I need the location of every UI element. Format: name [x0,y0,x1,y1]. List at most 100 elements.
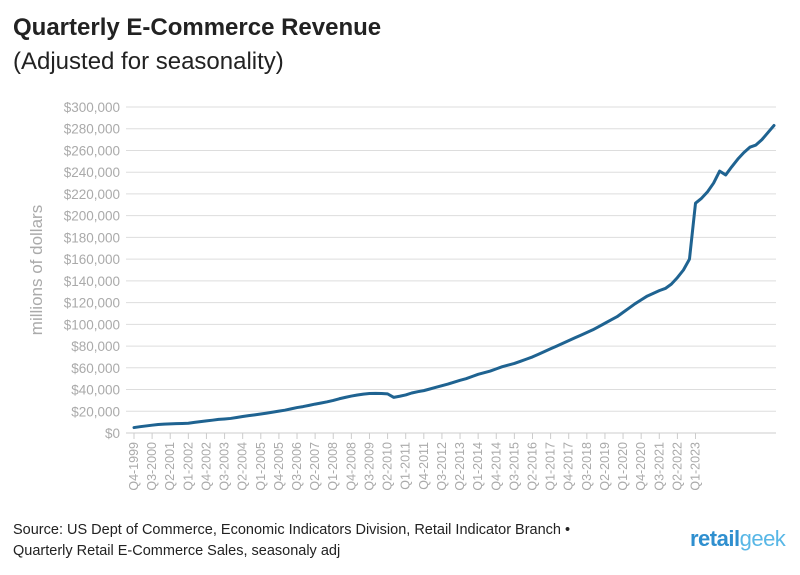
x-tick-label: Q1-2005 [254,442,268,491]
y-tick-label: $80,000 [71,339,120,354]
y-tick-label: $240,000 [64,165,120,180]
data-point [193,421,196,424]
data-point [266,412,268,414]
data-point [658,289,661,292]
data-point [767,131,769,134]
data-point [241,415,244,418]
data-point [561,342,564,345]
x-tick-label: Q4-2011 [417,442,431,490]
data-point [755,144,757,146]
data-point [495,368,498,370]
data-point [350,395,353,397]
data-point [187,422,190,425]
data-point [700,197,703,200]
data-point [519,360,522,363]
data-point [453,381,455,383]
x-tick-label: Q3-2015 [507,442,521,491]
data-point [374,392,377,395]
x-tick-label: Q3-2003 [218,442,232,491]
x-tick-label: Q2-2010 [381,442,395,491]
data-point [211,419,214,421]
data-point [736,158,739,160]
data-point [308,404,310,407]
x-tick-label: Q1-2011 [399,442,413,490]
source-note: Source: US Dept of Commerce, Economic In… [13,520,653,562]
data-point [688,258,691,260]
data-point [483,371,485,374]
x-tick-label: Q4-2014 [489,442,503,491]
retailgeek-logo[interactable]: retailgeek [690,526,786,552]
source-line-2: Quarterly Retail E-Commerce Sales, seaso… [13,543,341,559]
y-tick-label: $60,000 [71,361,120,376]
x-tick-label: Q1-2020 [616,442,630,491]
data-point [169,423,172,425]
data-point [410,392,413,394]
x-tick-label: Q3-2006 [290,442,304,491]
data-point [447,383,449,385]
data-point [465,377,467,380]
data-point [610,319,612,321]
data-point [682,269,685,271]
data-point [181,422,184,425]
x-tick-label: Q1-2002 [181,442,195,491]
data-point [151,424,153,426]
logo-text-retail: retail [690,526,740,551]
data-point [718,170,721,172]
x-axis-ticks: Q4-1999 Q3-2000 Q2-2001 Q1-2002 Q4-2002 Q3-20… [126,432,776,491]
data-point [199,420,202,423]
data-point [743,151,745,154]
gridlines [126,106,776,434]
data-point [368,392,371,395]
data-point [139,425,141,428]
data-point [175,422,178,425]
data-point [592,328,594,331]
data-point [622,311,624,314]
y-axis-ticks: $0 $20,000 $40,000 $60,000 $80,000 $100,000 $1… [64,100,120,441]
data-point [640,299,642,301]
data-point [423,389,425,392]
data-point [290,408,292,410]
data-point [489,370,492,372]
data-point [362,393,365,395]
data-point [145,425,147,427]
data-point [477,373,479,376]
data-point [749,146,751,149]
series-layer [132,123,776,430]
data-point [694,202,697,204]
data-point [356,394,359,396]
y-tick-label: $180,000 [64,230,120,245]
y-tick-label: $280,000 [64,122,120,137]
data-point [652,292,655,295]
data-point [634,302,636,305]
data-point [332,399,335,402]
data-point [338,397,341,400]
y-tick-label: $20,000 [71,404,120,419]
data-point [525,358,528,360]
data-point [501,365,504,368]
data-point [404,394,407,396]
data-point [392,396,395,399]
data-point [730,165,733,168]
data-point [628,307,630,309]
y-tick-label: $200,000 [64,209,120,224]
data-point [163,423,165,425]
x-tick-label: Q4-1999 [127,442,141,491]
data-point [706,190,709,193]
data-point [604,322,606,325]
data-point [513,362,516,365]
chart-title: Quarterly E-Commerce Revenue [13,14,382,41]
data-point [471,375,473,378]
data-point [712,182,715,184]
data-point [429,388,431,390]
data-point [235,416,238,419]
y-tick-label: $220,000 [64,187,120,202]
data-point [598,325,600,328]
line-chart: $0 $20,000 $40,000 $60,000 $80,000 $100,000 $1… [27,100,776,491]
data-point [272,411,274,413]
data-point [761,138,763,141]
data-point [416,390,419,393]
x-tick-label: Q4-2005 [272,442,286,491]
y-tick-label: $40,000 [71,383,120,398]
data-point [320,402,322,404]
